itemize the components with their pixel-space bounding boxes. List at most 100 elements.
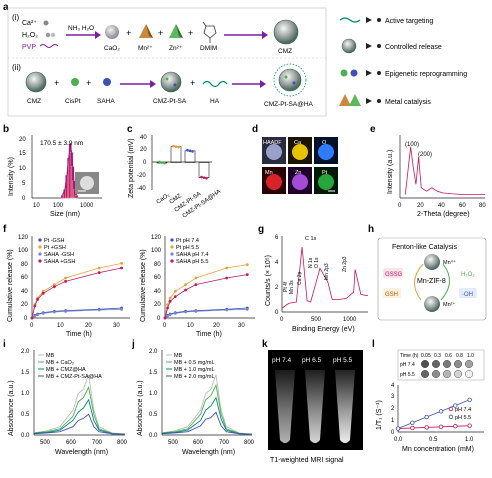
j-legend: MB MB + 0.5 mg/mL MB + 1.0 mg/mL MB + 2.… (166, 353, 215, 380)
i-xlabel: Wavelength (nm) (55, 449, 108, 456)
fr-ytick-6: 120 (151, 235, 162, 241)
l-point (424, 425, 429, 430)
panel-b-chart: 170.5 ± 3.9 nm 0 5 10 15 20 10 100 1000 … (8, 135, 102, 218)
j-series (161, 374, 253, 435)
k-label-55: pH 5.5 (333, 357, 353, 364)
j-series-line (161, 411, 253, 435)
l-time-2: 0.6 (445, 353, 452, 359)
l-legend-marker-1 (448, 414, 454, 420)
l-well (465, 370, 474, 379)
l-legend: pH 7.4 pH 5.5 (448, 406, 471, 421)
l-well (443, 370, 452, 379)
dmim-label: DMIM (200, 45, 217, 52)
l-fit-line (397, 399, 470, 429)
b-bar (74, 194, 79, 199)
metal-catalysis-icon-zn (349, 94, 361, 106)
fl-series-point (64, 276, 67, 280)
l-well (465, 360, 474, 369)
d-label-haadf: HAADF (263, 140, 282, 146)
c-dot (177, 145, 180, 149)
cmz-label-2: CMZ (27, 98, 41, 105)
g-peak-pt4f: Pt 4f (283, 281, 289, 292)
c-dot (200, 175, 203, 179)
l-well (421, 360, 430, 369)
d-particle-haadf (266, 144, 282, 160)
fr-ytick-0: 0 (157, 316, 161, 322)
b-fit-curve (62, 143, 77, 196)
c-dot (205, 176, 208, 180)
b-ytick-1: 5 (22, 181, 26, 187)
fl-legend-marker-2 (38, 252, 42, 256)
i-ytick-2: 1.0 (21, 391, 30, 397)
c-ytick-2: 0 (143, 160, 147, 166)
reagent-ca: Ca²⁺ (22, 20, 37, 27)
plus-3: + (188, 28, 193, 38)
reagent-h2o2: H₂O₂ (22, 32, 38, 39)
l-point (438, 424, 444, 430)
h-cycle-arrow-right (440, 263, 450, 301)
k-tube-55 (335, 370, 355, 443)
c-dot (158, 160, 161, 164)
l-ytick-1: 1 (391, 418, 395, 424)
l-point (410, 425, 415, 431)
j-legend-3: MB + 2.0 mg/mL (174, 374, 215, 380)
g-peak-mn3s: Mn 3s (289, 280, 295, 294)
panel-letter-a: a (3, 2, 9, 13)
i-xtick-3: 800 (117, 440, 128, 446)
fl-series-point (64, 279, 67, 283)
fr-series-point (168, 313, 172, 317)
legend-bullet-1 (377, 18, 381, 22)
j-xlabel: Wavelength (nm) (182, 449, 235, 456)
c-dot (163, 161, 166, 165)
j-xtick-1: 600 (193, 440, 204, 446)
fl-legend-marker-1 (38, 245, 42, 249)
fr-series (163, 263, 249, 320)
fl-series-point (97, 308, 101, 312)
fr-series-point (194, 309, 198, 313)
h-gsh-badge (383, 288, 401, 298)
fr-legend-2: SAHA pH 7.4 (176, 252, 208, 258)
j-ytick-1: 0.5 (149, 412, 158, 418)
fl-series-point (33, 314, 37, 318)
l-well (443, 360, 452, 369)
fr-legend: Pt pH 7.4 Pt pH 5.5 SAHA pH 7.4 SAHA pH … (170, 238, 208, 265)
fl-series-point (53, 310, 56, 314)
fl-ytick-4: 80 (21, 262, 28, 268)
l-point (410, 420, 415, 425)
c-ylabel: Zeta potential (mV) (128, 138, 135, 198)
legend-label-controlled-release: Controlled release (385, 44, 442, 51)
fr-series-point (194, 276, 198, 280)
fl-ytick-2: 40 (21, 289, 28, 295)
panel-f-left: Pt -GSH Pt +GSH SAHA -GSH SAHA +GSH 0 20… (7, 235, 130, 338)
d-particle-ca (292, 144, 308, 160)
b-xlabel: Size (nm) (50, 211, 80, 218)
fr-legend-0: Pt pH 7.4 (176, 238, 199, 244)
k-tube-74 (275, 370, 295, 443)
h-gssg-badge (383, 268, 403, 278)
c-dot (186, 148, 189, 152)
cmz-product-label: CMZ (278, 48, 292, 55)
h-h2o2: H₂O₂ (461, 272, 475, 278)
fl-series-point (120, 261, 123, 265)
l-point (453, 403, 458, 408)
row-i-label: (i) (12, 13, 19, 22)
cmz-sphere-icon (273, 19, 299, 45)
c-ytick-3: -20 (137, 173, 146, 179)
fl-xlabel: Time (h) (66, 331, 92, 338)
saha-dot-icon (103, 78, 111, 86)
l-ylabel: 1/T₁ (S⁻¹) (376, 400, 383, 430)
l-ytick-4: 4 (391, 383, 395, 389)
fr-legend-3: SAHA pH 5.5 (176, 259, 208, 265)
fl-series-point (41, 291, 45, 295)
l-fit-line (397, 425, 470, 429)
g-ytick-3: 6 (275, 235, 279, 241)
l-legend-0: pH 7.4 (455, 407, 471, 413)
c-dot (191, 150, 194, 153)
l-xtick-0: 0.0 (394, 437, 403, 443)
fl-series-point (120, 307, 123, 311)
c-dot (202, 176, 206, 179)
fr-ytick-2: 40 (154, 289, 161, 295)
j-ytick-0: 0.0 (149, 433, 158, 439)
fr-series-point (173, 289, 177, 293)
